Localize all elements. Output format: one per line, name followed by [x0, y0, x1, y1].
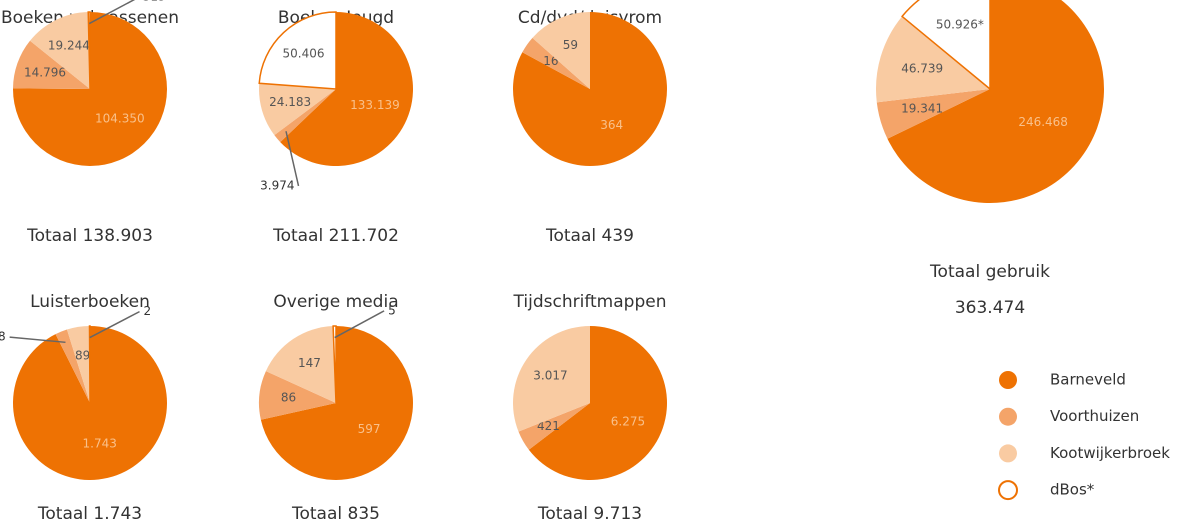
chart-title: Tijdschriftmappen: [513, 292, 667, 312]
pie-slice: [88, 325, 91, 404]
value-label: 19.341: [901, 101, 943, 115]
pie-slice: [259, 371, 336, 420]
pie-slice: [258, 11, 337, 90]
pie-slice: [13, 40, 91, 89]
pie-slice: [532, 12, 590, 89]
value-label: 24.183: [269, 95, 311, 109]
leader-line: [334, 310, 385, 339]
legend-label: Voorthuizen: [1050, 407, 1139, 425]
chart-title: Luisterboeken: [30, 292, 150, 312]
chart-title: Totaal gebruik: [929, 262, 1050, 282]
value-label: 133.139: [350, 98, 400, 112]
legend-label: Kootwijkerbroek: [1050, 444, 1170, 462]
value-label: 6.275: [611, 414, 645, 428]
value-label: 50.406: [283, 47, 325, 61]
value-label: 147: [298, 356, 321, 370]
pie-slice: [901, 0, 991, 91]
value-label: 2: [144, 304, 152, 318]
pie-slice: [876, 89, 990, 139]
pie-slice: [55, 329, 90, 403]
pie-slice: [260, 326, 413, 480]
value-label: 50.926*: [936, 18, 984, 32]
pie-slice: [522, 37, 590, 89]
value-label: 14.796: [24, 65, 66, 79]
pie-slice: [513, 326, 590, 432]
pie-slice: [87, 11, 91, 90]
total-label: Totaal 138.903: [26, 226, 153, 246]
value-label: 86: [281, 391, 296, 405]
value-label: 513: [143, 0, 166, 4]
value-label: 364: [600, 118, 623, 132]
pie-slice: [29, 12, 90, 90]
legend-swatch: [999, 407, 1017, 426]
legend-swatch: [999, 444, 1017, 463]
value-label: 46.739: [901, 62, 943, 76]
value-label: 421: [537, 419, 560, 433]
total-label: Totaal 211.702: [272, 226, 399, 246]
leader-line: [285, 131, 300, 187]
value-label: 104.350: [95, 112, 145, 126]
total-label: Totaal 9.713: [537, 504, 642, 524]
pie-slice: [875, 16, 990, 103]
pie-slice: [265, 326, 336, 403]
total-label: Totaal 835: [291, 504, 380, 524]
leader-line: [88, 0, 136, 25]
value-label: 48: [0, 330, 6, 344]
pie-slice: [332, 325, 337, 404]
legend-label: Barneveld: [1050, 371, 1126, 389]
pie-slice: [259, 83, 336, 136]
value-label: 246.468: [1018, 115, 1068, 129]
pie-slice: [887, 0, 1104, 203]
value-label: 597: [358, 422, 381, 436]
leader-line: [9, 336, 66, 344]
chart-title: Overige media: [273, 292, 398, 312]
pie-slice: [518, 403, 590, 450]
value-label: 89: [75, 348, 90, 362]
total-label: Totaal 1.743: [37, 504, 142, 524]
value-label: 1.743: [83, 437, 117, 451]
pie-slice: [528, 326, 667, 480]
leader-line: [89, 310, 140, 339]
pie-slice: [513, 12, 668, 167]
value-label: 59: [563, 38, 578, 52]
value-label: 5: [388, 303, 396, 317]
legend-swatch: [998, 480, 1018, 501]
legend-label: dBos*: [1050, 481, 1095, 499]
value-label: 3.974: [260, 178, 294, 192]
value-label: 19.244: [48, 39, 90, 53]
value-label: 3.017: [533, 369, 567, 383]
total-label: Totaal 439: [545, 226, 634, 246]
pie-slice: [66, 326, 90, 403]
pie-slice: [280, 12, 413, 166]
total-label: 363.474: [955, 298, 1025, 318]
pie-slice: [274, 89, 336, 143]
legend-swatch: [999, 371, 1017, 389]
